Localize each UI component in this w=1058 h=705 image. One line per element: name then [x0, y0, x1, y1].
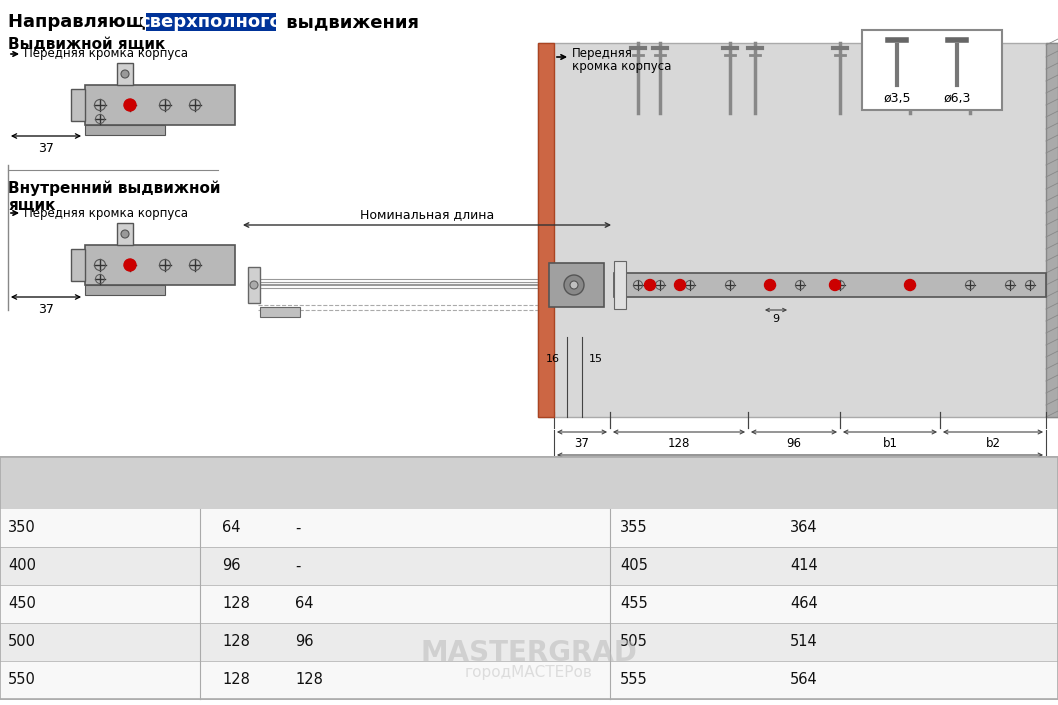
Bar — [0, 547, 1058, 585]
Text: 96: 96 — [222, 558, 240, 573]
Text: Расстояние между отверстиями размер мм: Расстояние между отверстиями размер мм — [209, 462, 523, 475]
Text: 514: 514 — [790, 634, 818, 649]
Text: 505: 505 — [620, 634, 647, 649]
Circle shape — [675, 279, 686, 290]
Circle shape — [905, 279, 915, 290]
Text: 350: 350 — [8, 520, 36, 536]
Bar — [85, 245, 235, 285]
Text: MASTERGRAD: MASTERGRAD — [421, 639, 637, 667]
Text: городМАСТЕРов: городМАСТЕРов — [466, 666, 592, 680]
Text: 550: 550 — [8, 673, 36, 687]
Text: 128: 128 — [222, 634, 250, 649]
Bar — [539, 43, 554, 417]
Bar — [1046, 43, 1058, 417]
Text: 450: 450 — [8, 596, 36, 611]
Bar — [117, 63, 133, 85]
Text: ø6,3: ø6,3 — [944, 92, 970, 105]
Circle shape — [829, 279, 840, 290]
Text: Выдвижной ящик: Выдвижной ящик — [8, 37, 165, 52]
Text: Выдвижной ящик: Выдвижной ящик — [620, 487, 748, 500]
Text: -: - — [295, 558, 300, 573]
Bar — [260, 307, 300, 317]
Circle shape — [570, 281, 578, 289]
Circle shape — [644, 279, 656, 290]
Text: ø3,5: ø3,5 — [883, 92, 911, 105]
Text: 96: 96 — [295, 634, 313, 649]
Text: 455: 455 — [620, 596, 647, 611]
Text: Номинальная длина: Номинальная длина — [8, 462, 154, 475]
Text: -: - — [295, 520, 300, 536]
Text: Номинальная длина: Номинальная длина — [360, 208, 494, 221]
Text: 364: 364 — [790, 520, 818, 536]
Text: 128: 128 — [222, 596, 250, 611]
Bar — [614, 273, 1046, 297]
Text: 464: 464 — [790, 596, 818, 611]
Bar — [71, 249, 85, 281]
Text: Внутренний выдвижной ящик: Внутренний выдвижной ящик — [790, 487, 1006, 500]
Bar — [71, 89, 85, 121]
Text: 355: 355 — [620, 520, 647, 536]
Bar — [85, 125, 165, 135]
Bar — [0, 457, 1058, 699]
Text: 128: 128 — [222, 673, 250, 687]
Text: 414: 414 — [790, 558, 818, 573]
Text: 9: 9 — [772, 314, 780, 324]
Text: b1: b1 — [882, 437, 897, 450]
Bar — [0, 661, 1058, 699]
Text: Передняя кромка корпуса: Передняя кромка корпуса — [24, 207, 188, 219]
Text: 128: 128 — [295, 673, 323, 687]
Text: 37: 37 — [574, 437, 589, 450]
Text: 564: 564 — [790, 673, 818, 687]
Text: выдвижения: выдвижения — [280, 13, 419, 31]
Circle shape — [564, 275, 584, 295]
Text: Передняя кромка корпуса: Передняя кромка корпуса — [24, 47, 188, 61]
Bar — [0, 509, 1058, 547]
Bar — [614, 261, 626, 309]
Text: 400: 400 — [8, 558, 36, 573]
Bar — [0, 585, 1058, 623]
Text: 128: 128 — [668, 437, 690, 450]
Circle shape — [250, 281, 258, 289]
Bar — [248, 267, 260, 303]
Text: 555: 555 — [620, 673, 647, 687]
Text: 64: 64 — [295, 596, 313, 611]
Text: 15: 15 — [589, 354, 603, 364]
Bar — [85, 85, 235, 125]
Text: мм: мм — [8, 487, 29, 500]
Bar — [0, 457, 1058, 509]
Text: b1: b1 — [222, 487, 239, 500]
Text: 500: 500 — [8, 634, 36, 649]
Bar — [85, 285, 165, 295]
Text: 405: 405 — [620, 558, 647, 573]
Circle shape — [124, 99, 136, 111]
Text: b2: b2 — [295, 487, 312, 500]
Text: 37: 37 — [38, 303, 54, 316]
Bar — [0, 623, 1058, 661]
Text: Внутренний выдвижной
ящик: Внутренний выдвижной ящик — [8, 180, 220, 213]
Text: b2: b2 — [985, 437, 1001, 450]
Text: Минимальная глубина
корпуса: Минимальная глубина корпуса — [730, 459, 871, 487]
Bar — [549, 263, 604, 307]
Text: 96: 96 — [786, 437, 802, 450]
Text: Направляющая: Направляющая — [8, 13, 176, 31]
Text: сверхполного: сверхполного — [140, 13, 282, 31]
Circle shape — [124, 259, 136, 271]
Bar — [117, 223, 133, 245]
Text: 37: 37 — [38, 142, 54, 155]
Bar — [862, 30, 1002, 110]
Text: 64: 64 — [222, 520, 240, 536]
Text: • = минимальное количество положений для крепления винтами: • = минимальное количество положений для… — [554, 487, 943, 497]
Text: 16: 16 — [546, 354, 560, 364]
Circle shape — [765, 279, 776, 290]
Text: Передняя: Передняя — [572, 47, 633, 60]
Circle shape — [121, 70, 129, 78]
Bar — [539, 43, 1058, 417]
Bar — [146, 13, 276, 31]
Circle shape — [121, 230, 129, 238]
Text: кромка корпуса: кромка корпуса — [572, 60, 672, 73]
Text: Минимальная глубина корпуса мм: Минимальная глубина корпуса мм — [620, 462, 869, 475]
